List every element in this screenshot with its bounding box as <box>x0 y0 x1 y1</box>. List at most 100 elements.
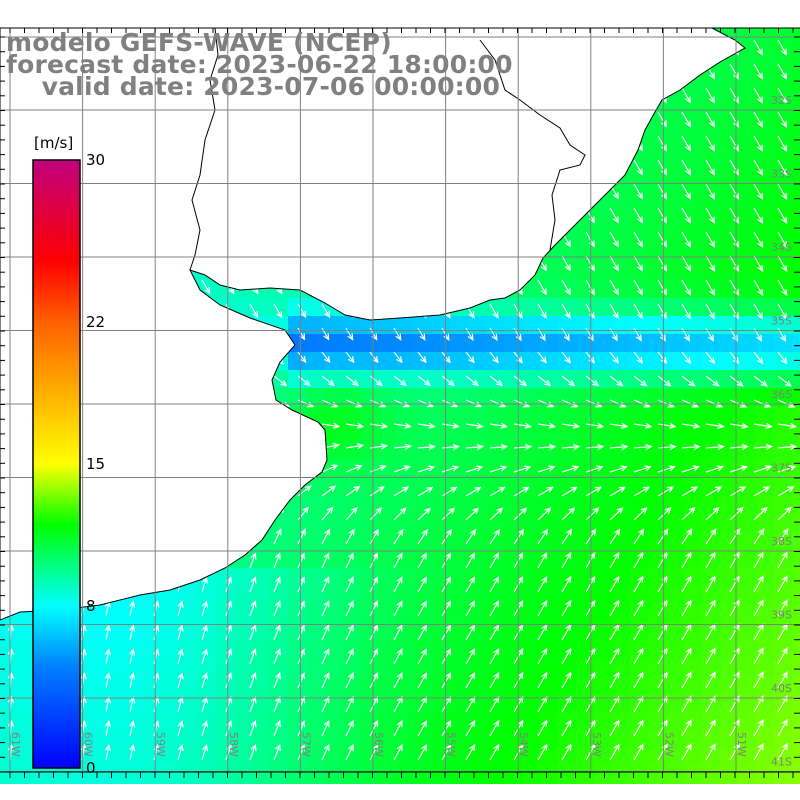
speed-cell <box>720 100 738 118</box>
speed-cell <box>324 406 342 424</box>
speed-cell <box>648 676 666 694</box>
speed-cell <box>216 658 234 676</box>
speed-cell <box>576 370 594 388</box>
speed-cell <box>666 586 684 604</box>
speed-cell <box>540 514 558 532</box>
wind-arrow <box>561 671 572 689</box>
wind-arrow <box>321 485 337 497</box>
speed-cell <box>612 298 630 316</box>
speed-cell <box>576 658 594 676</box>
speed-cell <box>396 388 414 406</box>
speed-cell <box>666 190 684 208</box>
wind-arrow <box>777 599 788 617</box>
speed-cell <box>684 748 702 766</box>
speed-cell <box>720 622 738 640</box>
wind-arrow <box>297 327 306 341</box>
speed-cell <box>486 406 504 424</box>
speed-cell <box>360 514 378 532</box>
wind-arrow <box>129 696 136 713</box>
colorbar-gradient <box>32 159 81 769</box>
wind-arrow <box>777 551 788 569</box>
wind-arrow <box>777 135 788 152</box>
speed-cell <box>594 532 612 550</box>
speed-cell <box>720 154 738 172</box>
speed-cell <box>540 352 558 370</box>
speed-cell <box>720 118 738 136</box>
wind-arrow <box>393 465 411 473</box>
speed-cell <box>738 352 756 370</box>
speed-cell <box>72 766 90 784</box>
wind-arrow <box>369 507 383 521</box>
speed-cell <box>378 388 396 406</box>
speed-cell <box>468 424 486 442</box>
speed-cell <box>666 154 684 172</box>
speed-cell <box>342 388 360 406</box>
wind-arrow <box>104 672 111 689</box>
speed-cell <box>504 766 522 784</box>
wind-arrow <box>681 231 692 248</box>
speed-cell <box>666 604 684 622</box>
speed-cell <box>684 766 702 784</box>
speed-cell <box>468 766 486 784</box>
speed-cell <box>738 226 756 244</box>
speed-cell <box>126 604 144 622</box>
speed-cell <box>450 604 468 622</box>
speed-cell <box>396 316 414 334</box>
latitude-label: 34S <box>771 241 792 254</box>
longitude-label: 54W <box>517 732 530 757</box>
speed-cell <box>396 640 414 658</box>
speed-cell <box>594 406 612 424</box>
wind-arrow <box>633 422 653 429</box>
speed-cell <box>594 676 612 694</box>
speed-cell <box>774 298 792 316</box>
speed-cell <box>684 730 702 748</box>
wind-arrow <box>345 695 354 713</box>
speed-cell <box>378 676 396 694</box>
wind-arrow <box>465 695 476 713</box>
speed-cell <box>702 334 720 352</box>
speed-cell <box>558 514 576 532</box>
wind-arrow <box>393 507 407 521</box>
wind-arrow <box>177 648 184 665</box>
speed-cell <box>324 604 342 622</box>
speed-cell <box>558 406 576 424</box>
speed-cell <box>306 658 324 676</box>
speed-cell <box>576 226 594 244</box>
speed-cell <box>432 316 450 334</box>
speed-cell <box>450 514 468 532</box>
wind-arrow <box>273 600 281 617</box>
speed-cell <box>522 586 540 604</box>
speed-cell <box>360 370 378 388</box>
colorbar-unit: [m/s] <box>34 134 73 152</box>
speed-cell <box>360 586 378 604</box>
wind-arrow <box>633 599 644 617</box>
speed-cell <box>522 694 540 712</box>
speed-cell <box>576 514 594 532</box>
wind-arrow <box>729 255 740 273</box>
wind-arrow <box>345 624 354 641</box>
speed-cell <box>216 676 234 694</box>
speed-cell <box>414 442 432 460</box>
speed-cell <box>702 658 720 676</box>
speed-cell <box>342 640 360 658</box>
speed-cell <box>522 730 540 748</box>
speed-cell <box>792 766 800 784</box>
speed-cell <box>468 352 486 370</box>
speed-cell <box>594 208 612 226</box>
wind-arrow <box>273 695 281 713</box>
speed-cell <box>720 262 738 280</box>
wind-arrow <box>609 231 620 248</box>
speed-cell <box>630 730 648 748</box>
wind-arrow <box>177 600 184 617</box>
speed-cell <box>774 658 792 676</box>
wind-arrow <box>465 552 476 569</box>
speed-cell <box>522 460 540 478</box>
speed-cell <box>558 604 576 622</box>
speed-cell <box>630 460 648 478</box>
speed-cell <box>558 442 576 460</box>
speed-cell <box>342 316 360 334</box>
speed-cell <box>522 406 540 424</box>
speed-cell <box>414 424 432 442</box>
speed-cell <box>774 190 792 208</box>
wind-arrow <box>753 506 768 521</box>
